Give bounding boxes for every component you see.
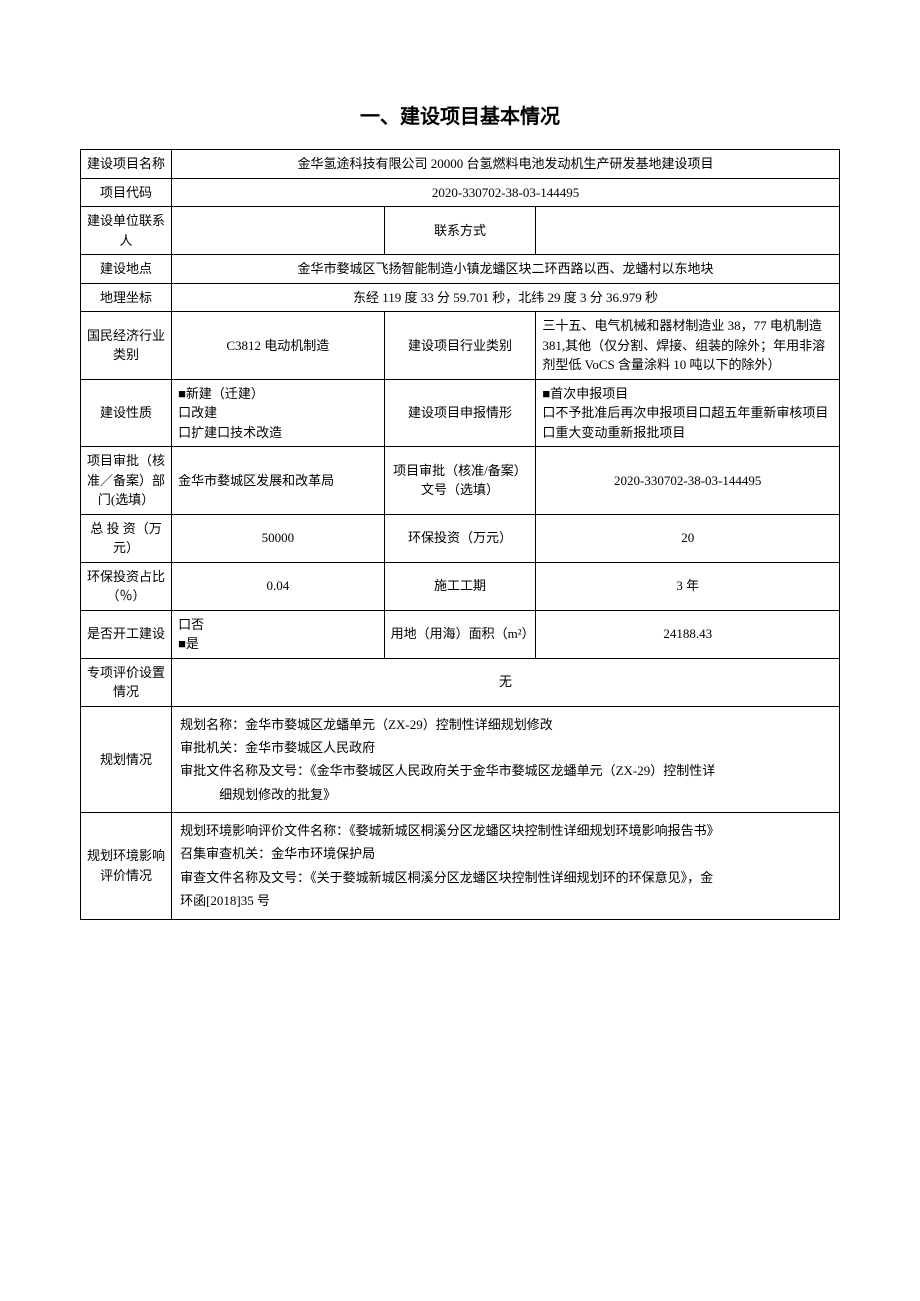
value-project-code: 2020-330702-38-03-144495 [172, 178, 840, 207]
value-planning: 规划名称：金华市婺城区龙蟠单元（ZX-29）控制性详细规划修改 审批机关：金华市… [172, 706, 840, 813]
table-row: 总 投 资（万元） 50000 环保投资（万元） 20 [81, 514, 840, 562]
label-approval-dept: 项目审批（核准／备案）部门(选填） [81, 447, 172, 515]
label-report-type: 建设项目申报情形 [384, 379, 536, 447]
label-econ-category: 国民经济行业类别 [81, 312, 172, 380]
value-env-ratio: 0.04 [172, 562, 385, 610]
value-approval-dept: 金华市婺城区发展和改革局 [172, 447, 385, 515]
label-coords: 地理坐标 [81, 283, 172, 312]
label-planning: 规划情况 [81, 706, 172, 813]
table-row: 规划情况 规划名称：金华市婺城区龙蟠单元（ZX-29）控制性详细规划修改 审批机… [81, 706, 840, 813]
env-eval-line: 召集审查机关：金华市环境保护局 [180, 842, 831, 865]
value-location: 金华市婺城区飞扬智能制造小镇龙蟠区块二环西路以西、龙蟠村以东地块 [172, 255, 840, 284]
label-env-ratio: 环保投资占比（％） [81, 562, 172, 610]
env-eval-line: 审查文件名称及文号：《关于婺城新城区桐溪分区龙蟠区块控制性详细规划环的环保意见》… [180, 866, 831, 889]
table-row: 项目代码 2020-330702-38-03-144495 [81, 178, 840, 207]
project-info-table: 建设项目名称 金华氢途科技有限公司 20000 台氢燃料电池发动机生产研发基地建… [80, 149, 840, 920]
value-contact-method [536, 207, 840, 255]
table-row: 是否开工建设 口否 ■是 用地（用海）面积（m²） 24188.43 [81, 610, 840, 658]
value-econ-category: C3812 电动机制造 [172, 312, 385, 380]
value-started: 口否 ■是 [172, 610, 385, 658]
value-coords: 东经 119 度 33 分 59.701 秒，北纬 29 度 3 分 36.97… [172, 283, 840, 312]
label-duration: 施工工期 [384, 562, 536, 610]
label-project-category: 建设项目行业类别 [384, 312, 536, 380]
label-env-invest: 环保投资（万元） [384, 514, 536, 562]
value-build-nature: ■新建（迁建） 口改建 口扩建口技术改造 [172, 379, 385, 447]
value-project-category: 三十五、电气机械和器材制造业 38，77 电机制造 381,其他（仅分割、焊接、… [536, 312, 840, 380]
value-env-eval: 规划环境影响评价文件名称：《婺城新城区桐溪分区龙蟠区块控制性详细规划环境影响报告… [172, 813, 840, 920]
table-row: 专项评价设置情况 无 [81, 658, 840, 706]
value-total-invest: 50000 [172, 514, 385, 562]
label-started: 是否开工建设 [81, 610, 172, 658]
table-row: 建设性质 ■新建（迁建） 口改建 口扩建口技术改造 建设项目申报情形 ■首次申报… [81, 379, 840, 447]
value-special-eval: 无 [172, 658, 840, 706]
table-row: 建设单位联系人 联系方式 [81, 207, 840, 255]
section-title: 一、建设项目基本情况 [80, 100, 840, 129]
table-row: 建设项目名称 金华氢途科技有限公司 20000 台氢燃料电池发动机生产研发基地建… [81, 150, 840, 179]
table-row: 规划环境影响评价情况 规划环境影响评价文件名称：《婺城新城区桐溪分区龙蟠区块控制… [81, 813, 840, 920]
value-env-invest: 20 [536, 514, 840, 562]
label-total-invest: 总 投 资（万元） [81, 514, 172, 562]
label-env-eval: 规划环境影响评价情况 [81, 813, 172, 920]
value-contact-person [172, 207, 385, 255]
env-eval-line: 环函[2018]35 号 [180, 889, 831, 912]
table-row: 环保投资占比（％） 0.04 施工工期 3 年 [81, 562, 840, 610]
table-row: 国民经济行业类别 C3812 电动机制造 建设项目行业类别 三十五、电气机械和器… [81, 312, 840, 380]
value-approval-no: 2020-330702-38-03-144495 [536, 447, 840, 515]
planning-line: 审批机关：金华市婺城区人民政府 [180, 736, 831, 759]
value-report-type: ■首次申报项目 口不予批准后再次申报项目口超五年重新审核项目口重大变动重新报批项… [536, 379, 840, 447]
value-area: 24188.43 [536, 610, 840, 658]
label-build-nature: 建设性质 [81, 379, 172, 447]
planning-line: 审批文件名称及文号：《金华市婺城区人民政府关于金华市婺城区龙蟠单元（ZX-29）… [180, 759, 831, 782]
label-contact-method: 联系方式 [384, 207, 536, 255]
table-row: 地理坐标 东经 119 度 33 分 59.701 秒，北纬 29 度 3 分 … [81, 283, 840, 312]
planning-line: 细规划修改的批复》 [180, 783, 831, 806]
planning-line: 规划名称：金华市婺城区龙蟠单元（ZX-29）控制性详细规划修改 [180, 713, 831, 736]
label-location: 建设地点 [81, 255, 172, 284]
label-special-eval: 专项评价设置情况 [81, 658, 172, 706]
label-project-code: 项目代码 [81, 178, 172, 207]
label-contact-person: 建设单位联系人 [81, 207, 172, 255]
value-project-name: 金华氢途科技有限公司 20000 台氢燃料电池发动机生产研发基地建设项目 [172, 150, 840, 179]
label-area: 用地（用海）面积（m²） [384, 610, 536, 658]
label-approval-no: 项目审批（核准/备案）文号（选填） [384, 447, 536, 515]
value-duration: 3 年 [536, 562, 840, 610]
env-eval-line: 规划环境影响评价文件名称：《婺城新城区桐溪分区龙蟠区块控制性详细规划环境影响报告… [180, 819, 831, 842]
table-row: 建设地点 金华市婺城区飞扬智能制造小镇龙蟠区块二环西路以西、龙蟠村以东地块 [81, 255, 840, 284]
table-row: 项目审批（核准／备案）部门(选填） 金华市婺城区发展和改革局 项目审批（核准/备… [81, 447, 840, 515]
label-project-name: 建设项目名称 [81, 150, 172, 179]
